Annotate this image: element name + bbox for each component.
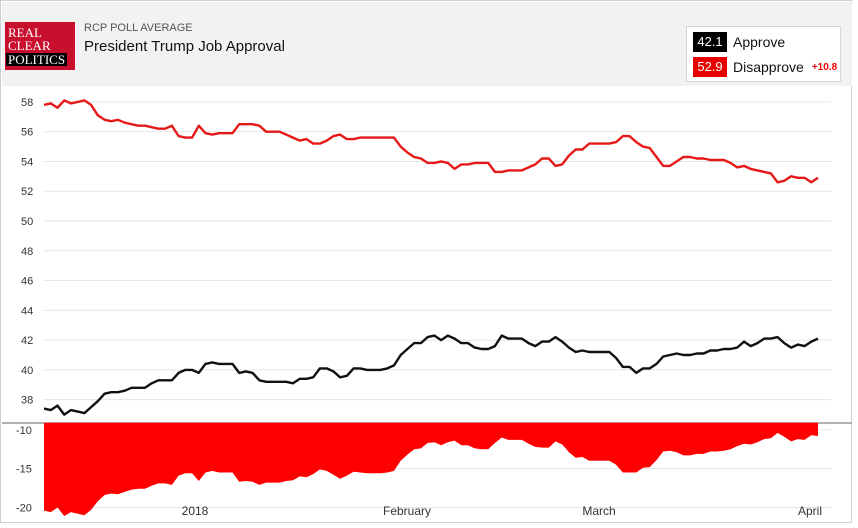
approve-label: Approve bbox=[733, 34, 786, 50]
disapprove-value-badge: 52.9 bbox=[693, 57, 727, 77]
spread-y-tick-label: -20 bbox=[16, 502, 32, 514]
x-tick-label: February bbox=[383, 504, 431, 518]
spread-value: +10.8 bbox=[811, 61, 838, 73]
legend-disapprove: 52.9 Disapprove +10.8 bbox=[693, 57, 837, 77]
y-tick-label: 58 bbox=[21, 97, 33, 109]
y-tick-label: 38 bbox=[21, 395, 33, 407]
spread-y-tick-label: -10 bbox=[16, 425, 32, 437]
chart-title: President Trump Job Approval bbox=[84, 38, 285, 55]
y-tick-label: 42 bbox=[21, 335, 33, 347]
y-tick-label: 46 bbox=[21, 276, 33, 288]
legend: 42.1 Approve 52.9 Disapprove +10.8 bbox=[686, 26, 841, 82]
logo-line-3: POLITICS bbox=[6, 52, 68, 67]
x-tick-label: April bbox=[798, 504, 822, 518]
disapprove-line bbox=[43, 99, 819, 184]
disapprove-label: Disapprove bbox=[733, 59, 804, 75]
logo-line-1: REAL bbox=[8, 25, 42, 40]
y-tick-label: 44 bbox=[21, 305, 33, 317]
approve-value-badge: 42.1 bbox=[693, 32, 727, 52]
rcp-logo: REAL CLEAR POLITICS bbox=[5, 22, 75, 70]
spread-y-tick-label: -15 bbox=[16, 464, 32, 476]
y-tick-label: 50 bbox=[21, 216, 33, 228]
y-tick-label: 40 bbox=[21, 365, 33, 377]
legend-approve: 42.1 Approve bbox=[693, 32, 785, 52]
y-tick-label: 52 bbox=[21, 186, 33, 198]
chart-header: REAL CLEAR POLITICS RCP POLL AVERAGE Pre… bbox=[2, 2, 852, 86]
approve-line bbox=[43, 334, 819, 416]
plot-area: 38 40 42 44 46 48 50 52 54 56 58 -10 -15 -20 2018 Febru… bbox=[2, 87, 852, 528]
y-tick-label: 56 bbox=[21, 127, 33, 139]
x-tick-label: March bbox=[582, 504, 615, 518]
chart-eyebrow: RCP POLL AVERAGE bbox=[84, 22, 193, 34]
spread-area bbox=[44, 422, 818, 516]
chart-svg: 38 40 42 44 46 48 50 52 54 56 58 -10 -15 -20 2018 Febru… bbox=[2, 97, 852, 518]
y-tick-label: 54 bbox=[21, 156, 33, 168]
logo-line-2: CLEAR bbox=[8, 38, 51, 53]
y-tick-label: 48 bbox=[21, 246, 33, 258]
x-tick-label: 2018 bbox=[182, 504, 209, 518]
